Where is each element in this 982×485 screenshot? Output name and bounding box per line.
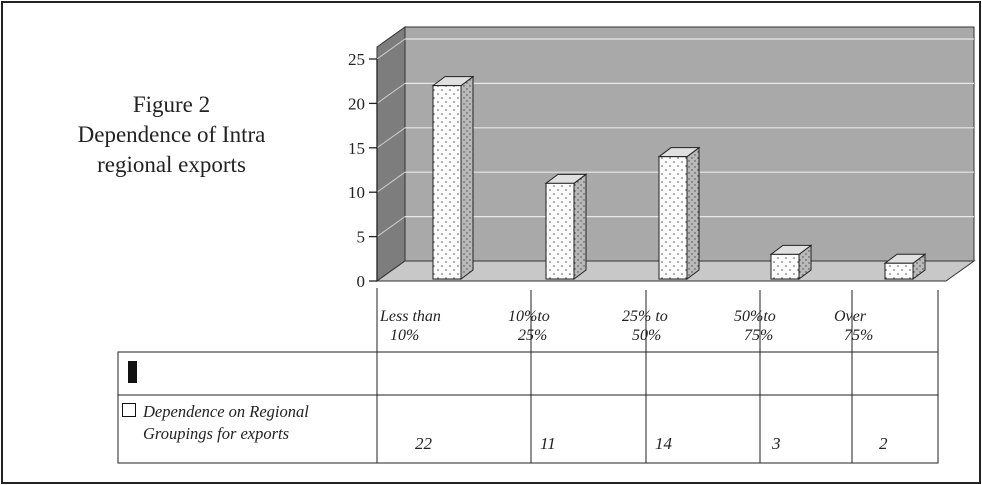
y-tick-label: 10 — [348, 183, 365, 202]
bar — [770, 253, 800, 280]
table-value: 3 — [772, 434, 781, 453]
table-value: 11 — [540, 434, 556, 453]
x-tick-label-line: Over — [834, 308, 866, 325]
gridline-side — [376, 82, 406, 104]
x-tick-label-line: 25% — [518, 327, 548, 344]
table-value: 2 — [879, 434, 888, 453]
legend-series-label: Dependence on Regional Groupings for exp… — [143, 401, 309, 445]
table-value: 22 — [415, 434, 432, 453]
x-tick-label-line: 75% — [744, 327, 774, 344]
bar-side — [573, 173, 587, 280]
caption-line-2: Dependence of Intra — [77, 122, 266, 147]
x-tick-label: Over 75% — [834, 307, 873, 345]
bar — [432, 85, 462, 280]
bar — [658, 156, 688, 280]
bar — [884, 262, 914, 280]
y-tick-label: 20 — [348, 94, 365, 113]
x-tick-label-line: 75% — [844, 327, 874, 344]
figure-caption: Figure 2 Dependence of Intra regional ex… — [44, 90, 299, 180]
gridline-side — [376, 171, 406, 193]
x-tick-label: 10%to 25% — [508, 307, 550, 345]
x-tick-label-line: 50%to — [734, 308, 776, 325]
legend-series-label-line-1: Dependence on Regional — [143, 402, 309, 421]
caption-line-1: Figure 2 — [132, 92, 211, 117]
x-tick-label-line: 25% to — [622, 308, 668, 325]
bar-side — [460, 75, 474, 280]
y-tick-label: 15 — [348, 139, 365, 158]
x-tick-label: 50%to 75% — [734, 307, 776, 345]
x-tick-label-line: 50% — [632, 327, 662, 344]
legend-key-dark — [128, 361, 137, 383]
y-tick-label: 5 — [357, 228, 366, 247]
x-tick-label-line: 10% — [390, 327, 420, 344]
y-tick-label: 0 — [357, 272, 366, 291]
plot-area: 0 5 10 15 20 25 — [117, 26, 976, 464]
side-wall — [376, 26, 406, 282]
legend-key-light — [122, 403, 136, 417]
bar-side — [686, 146, 700, 280]
bar — [545, 182, 575, 280]
y-tick-label: 25 — [348, 50, 365, 69]
x-tick-label: 25% to 50% — [622, 307, 668, 345]
x-tick-label-line: 10%to — [508, 308, 550, 325]
table-value: 14 — [655, 434, 672, 453]
x-tick-label: Less than 10% — [380, 307, 441, 345]
gridline-side — [376, 38, 406, 60]
gridline-side — [376, 216, 406, 238]
gridline-side — [376, 127, 406, 149]
caption-line-3: regional exports — [97, 152, 246, 177]
x-tick-label-line: Less than — [380, 308, 441, 325]
legend-series-label-line-2: Groupings for exports — [143, 424, 290, 443]
